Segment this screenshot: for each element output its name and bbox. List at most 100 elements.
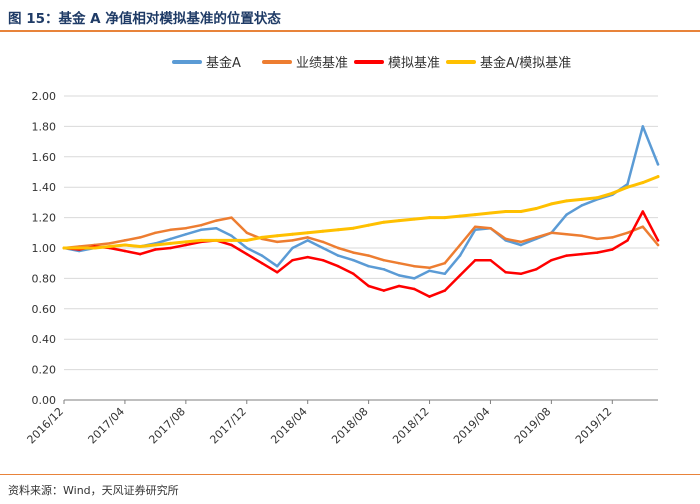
- series-point-2: [626, 239, 629, 242]
- series-point-3: [443, 216, 447, 220]
- series-point-1: [245, 231, 249, 235]
- series-point-2: [367, 284, 370, 288]
- series-point-3: [473, 213, 477, 217]
- series-point-1: [656, 243, 660, 247]
- series-point-2: [352, 272, 355, 276]
- series-point-3: [214, 238, 218, 242]
- series-point-3: [138, 245, 142, 248]
- series-point-2: [428, 295, 431, 298]
- y-tick-label: 1.60: [32, 151, 57, 164]
- series-point-3: [626, 185, 629, 189]
- series-point-2: [580, 252, 584, 256]
- series-point-2: [230, 243, 233, 247]
- series-point-1: [199, 223, 203, 227]
- series-point-1: [626, 231, 629, 235]
- series-point-3: [77, 246, 81, 250]
- series-point-3: [641, 181, 645, 185]
- y-tick-label: 0.80: [32, 272, 57, 285]
- series-line-1: [62, 216, 660, 270]
- series-point-2: [550, 258, 553, 262]
- series-point-1: [504, 237, 507, 241]
- series-point-2: [397, 284, 401, 288]
- series-point-0: [413, 277, 416, 280]
- series-point-3: [428, 216, 431, 220]
- series-point-3: [580, 197, 584, 201]
- y-tick-label: 1.20: [32, 212, 57, 225]
- series-point-0: [260, 254, 264, 257]
- series-point-0: [641, 125, 645, 128]
- series-point-3: [610, 191, 614, 195]
- series-line-0: [62, 125, 660, 280]
- series-point-2: [245, 252, 249, 256]
- series-point-2: [534, 268, 538, 271]
- y-tick-label: 1.00: [32, 242, 57, 255]
- series-point-3: [153, 243, 157, 247]
- series-point-0: [367, 264, 370, 268]
- series-point-1: [397, 261, 401, 265]
- series-point-1: [550, 231, 553, 235]
- series-point-0: [519, 243, 523, 247]
- series-line-3: [62, 175, 660, 250]
- y-tick-label: 0.20: [32, 364, 57, 377]
- series-point-2: [336, 264, 340, 268]
- legend-label: 基金A/模拟基准: [480, 55, 571, 71]
- series-point-3: [397, 219, 401, 223]
- series-point-3: [534, 207, 538, 210]
- series-point-3: [504, 210, 508, 213]
- series-point-1: [473, 225, 477, 228]
- x-tick-label: 2019/04: [451, 405, 493, 447]
- series-point-3: [367, 223, 371, 227]
- series-point-2: [656, 239, 660, 242]
- series-point-1: [641, 225, 645, 228]
- series-point-0: [397, 274, 401, 277]
- series-point-2: [275, 271, 279, 274]
- series-point-3: [565, 199, 569, 203]
- series-point-0: [215, 226, 218, 230]
- series-point-0: [580, 204, 584, 207]
- series-point-1: [580, 234, 584, 238]
- series-point-3: [123, 243, 127, 247]
- legend-label: 模拟基准: [388, 56, 440, 71]
- series-point-1: [154, 231, 157, 235]
- series-point-2: [260, 261, 264, 265]
- series-point-2: [138, 252, 142, 256]
- series-point-1: [306, 236, 309, 239]
- series-point-1: [215, 219, 218, 222]
- legend-label: 业绩基准: [296, 56, 348, 71]
- series-point-3: [321, 229, 325, 233]
- series-point-0: [169, 237, 172, 241]
- series-point-2: [473, 258, 477, 262]
- series-point-3: [351, 226, 355, 230]
- series-point-3: [275, 234, 279, 238]
- series-point-0: [626, 182, 629, 186]
- series-point-3: [108, 245, 112, 248]
- series-point-2: [321, 258, 325, 262]
- series-point-3: [412, 217, 416, 221]
- series-point-0: [656, 163, 660, 166]
- series-point-1: [595, 237, 599, 241]
- series-point-2: [489, 258, 492, 262]
- series-point-2: [169, 246, 172, 250]
- series-point-3: [549, 202, 553, 206]
- series-point-0: [306, 239, 309, 242]
- series-point-2: [123, 249, 127, 253]
- series-point-1: [123, 239, 127, 242]
- series-point-0: [458, 254, 462, 257]
- series-point-2: [413, 287, 416, 291]
- x-tick-label: 2018/12: [390, 405, 432, 447]
- series-point-2: [382, 289, 386, 292]
- y-tick-label: 0.60: [32, 303, 57, 316]
- series-point-3: [336, 228, 340, 232]
- series-point-0: [184, 233, 188, 236]
- series-point-0: [321, 246, 325, 250]
- series-point-2: [504, 271, 507, 274]
- series-point-2: [611, 248, 614, 251]
- series-point-1: [611, 236, 614, 239]
- series-point-2: [443, 289, 447, 292]
- series-point-1: [382, 258, 386, 262]
- series-point-2: [154, 248, 157, 251]
- line-chart: 0.00 0.20 0.40 0.60 0.80 1.00 1.20 1.40 1.60 1.80…: [25, 55, 660, 447]
- series-point-3: [489, 211, 492, 215]
- figure-title: 图 15：基金 A 净值相对模拟基准的位置状态: [8, 11, 281, 27]
- series-point-3: [169, 241, 173, 245]
